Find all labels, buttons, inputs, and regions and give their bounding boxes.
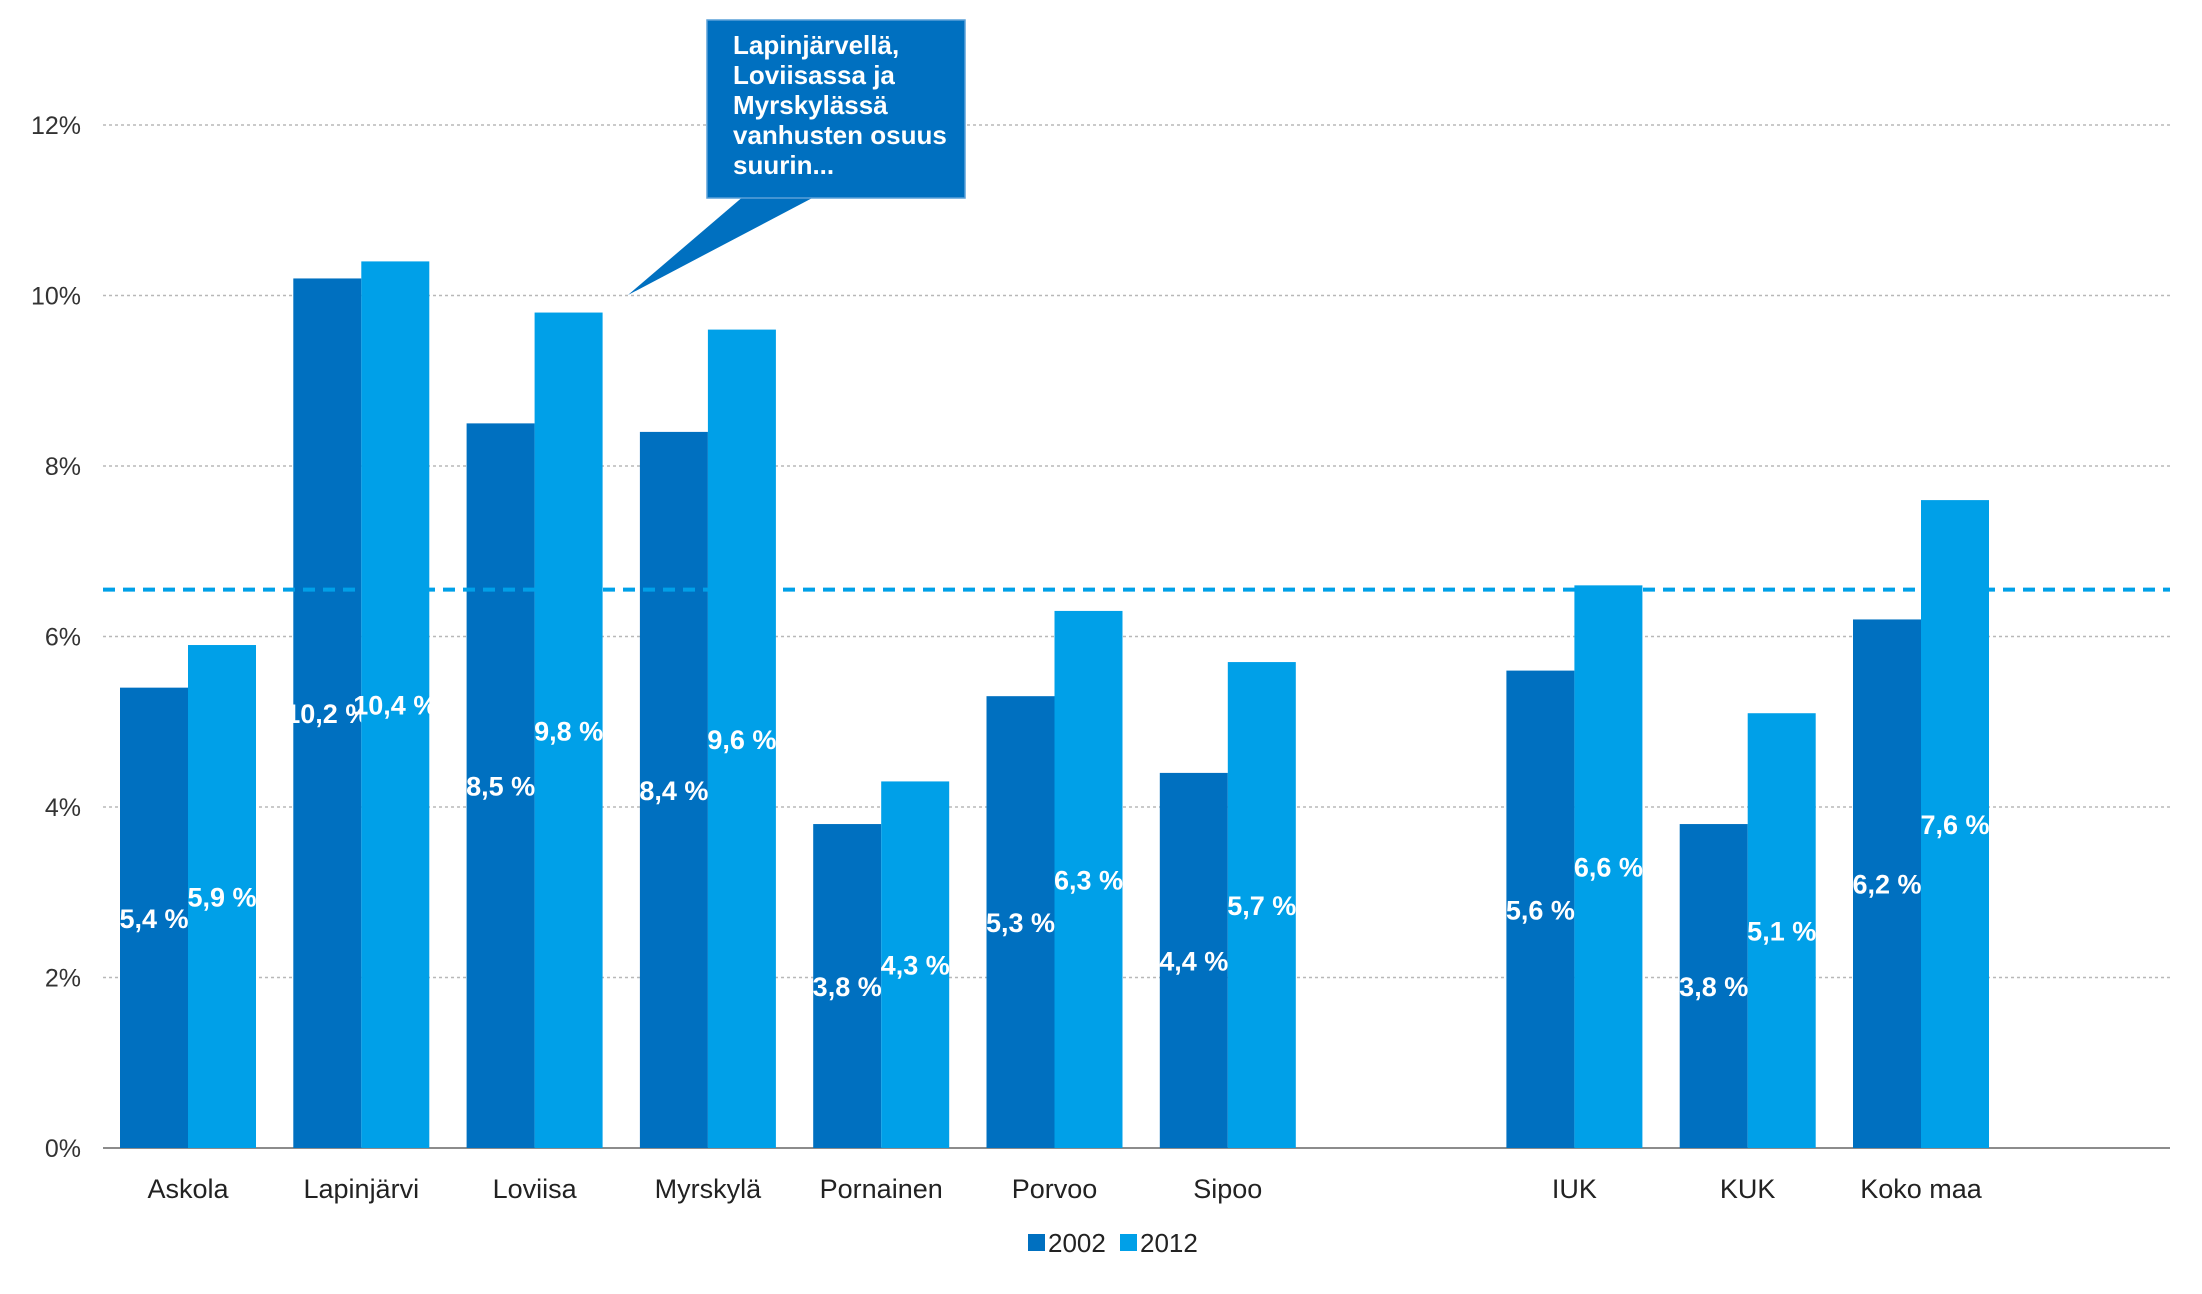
y-tick-label: 6% <box>45 624 81 652</box>
category-label: Sipoo <box>1193 1174 1262 1204</box>
data-label: 10,2 % <box>285 699 369 729</box>
bar-2002 <box>120 687 188 1148</box>
data-label: 5,4 % <box>119 904 188 934</box>
data-label: 3,8 % <box>1679 972 1748 1002</box>
data-label: 9,8 % <box>534 716 603 746</box>
data-label: 9,6 % <box>707 725 776 755</box>
data-label: 10,4 % <box>353 691 437 721</box>
callout-pointer <box>628 195 818 295</box>
data-label: 5,7 % <box>1227 891 1296 921</box>
data-label: 6,6 % <box>1574 853 1643 883</box>
y-tick-label: 4% <box>45 794 81 822</box>
bar-2012 <box>534 312 603 1148</box>
y-tick-label: 8% <box>45 453 81 481</box>
data-label: 4,4 % <box>1159 946 1228 976</box>
bar-2012 <box>1747 713 1816 1148</box>
bar-2002 <box>639 431 708 1148</box>
data-label: 8,4 % <box>639 776 708 806</box>
bar-2002 <box>466 423 535 1148</box>
data-label: 8,5 % <box>466 772 535 802</box>
bar-2002 <box>986 696 1055 1148</box>
callout-line: Myrskylässä <box>733 90 888 120</box>
callout-line: Lapinjärvellä, <box>733 30 899 60</box>
bar-2012 <box>881 781 950 1148</box>
bar-2002 <box>813 824 882 1148</box>
y-tick-label: 0% <box>45 1135 81 1163</box>
category-label: Koko maa <box>1860 1174 1983 1204</box>
legend-label: 2002 <box>1048 1228 1106 1258</box>
category-label: Askola <box>147 1174 229 1204</box>
bar-2002 <box>1506 670 1575 1148</box>
bar-2012 <box>1054 610 1123 1148</box>
category-label: Myrskylä <box>655 1174 762 1204</box>
category-label: Pornainen <box>820 1174 943 1204</box>
legend-swatch <box>1120 1234 1137 1251</box>
legend-swatch <box>1028 1234 1045 1251</box>
data-label: 5,6 % <box>1506 895 1575 925</box>
callout-box <box>706 19 966 199</box>
bar-2012 <box>707 329 776 1149</box>
y-tick-label: 12% <box>31 112 81 140</box>
bar-2002 <box>293 278 362 1148</box>
data-label: 4,3 % <box>881 951 950 981</box>
callout-line: suurin... <box>733 150 834 180</box>
data-label: 3,8 % <box>813 972 882 1002</box>
bar-2012 <box>1227 662 1296 1148</box>
data-label: 6,2 % <box>1852 870 1921 900</box>
bar-2012 <box>361 261 430 1148</box>
category-label: IUK <box>1552 1174 1597 1204</box>
bar-2002 <box>1853 619 1921 1148</box>
category-label: Porvoo <box>1012 1174 1098 1204</box>
legend-label: 2012 <box>1140 1228 1198 1258</box>
y-tick-label: 2% <box>45 965 81 993</box>
category-label: Lapinjärvi <box>304 1174 420 1204</box>
callout-line: vanhusten osuus <box>733 120 947 150</box>
bar-2012 <box>1921 500 1989 1149</box>
data-label: 5,3 % <box>986 908 1055 938</box>
data-label: 7,6 % <box>1920 810 1989 840</box>
data-label: 5,1 % <box>1747 917 1816 947</box>
bar-2012 <box>188 645 256 1148</box>
bar-2012 <box>1574 585 1643 1148</box>
category-label: Loviisa <box>493 1174 578 1204</box>
data-label: 5,9 % <box>187 883 256 913</box>
y-tick-label: 10% <box>31 283 81 311</box>
data-label: 6,3 % <box>1054 865 1123 895</box>
bar-2002 <box>1159 772 1228 1148</box>
category-label: KUK <box>1720 1174 1776 1204</box>
callout-line: Loviisassa ja <box>733 60 895 90</box>
bar-2002 <box>1679 824 1748 1148</box>
